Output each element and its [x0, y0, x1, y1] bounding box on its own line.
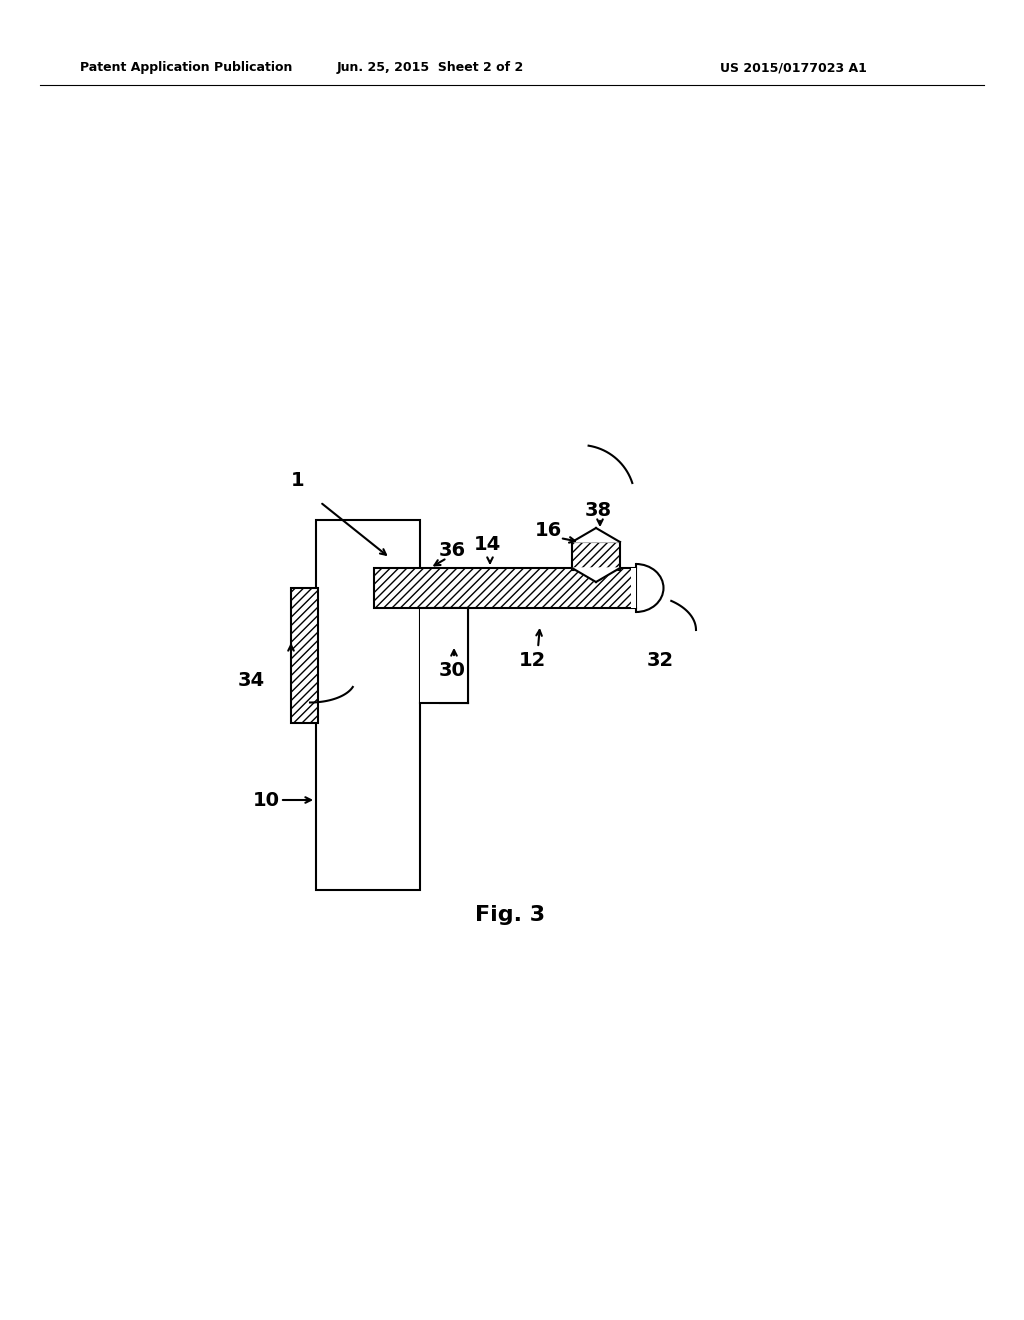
Text: 14: 14: [473, 536, 501, 554]
Text: 38: 38: [585, 500, 611, 520]
Bar: [374, 568, 636, 609]
Text: 30: 30: [438, 660, 466, 680]
Bar: [440, 609, 468, 704]
Text: Fig. 3: Fig. 3: [475, 906, 545, 925]
Text: 36: 36: [438, 540, 466, 560]
Text: 16: 16: [535, 520, 561, 540]
Bar: [420, 609, 468, 704]
Bar: [316, 520, 420, 890]
Bar: [374, 568, 636, 609]
Bar: [631, 568, 636, 609]
Text: 10: 10: [253, 791, 280, 809]
Text: 12: 12: [518, 651, 546, 669]
Text: Patent Application Publication: Patent Application Publication: [80, 62, 293, 74]
Bar: [291, 587, 318, 723]
Bar: [572, 543, 620, 570]
Bar: [291, 587, 318, 723]
Bar: [572, 543, 620, 570]
Bar: [440, 609, 468, 704]
Text: Jun. 25, 2015  Sheet 2 of 2: Jun. 25, 2015 Sheet 2 of 2: [336, 62, 523, 74]
Text: 32: 32: [646, 651, 674, 669]
Text: 34: 34: [238, 671, 265, 689]
Polygon shape: [572, 568, 620, 582]
Text: US 2015/0177023 A1: US 2015/0177023 A1: [720, 62, 867, 74]
Text: 1: 1: [291, 470, 305, 490]
Polygon shape: [572, 528, 620, 543]
